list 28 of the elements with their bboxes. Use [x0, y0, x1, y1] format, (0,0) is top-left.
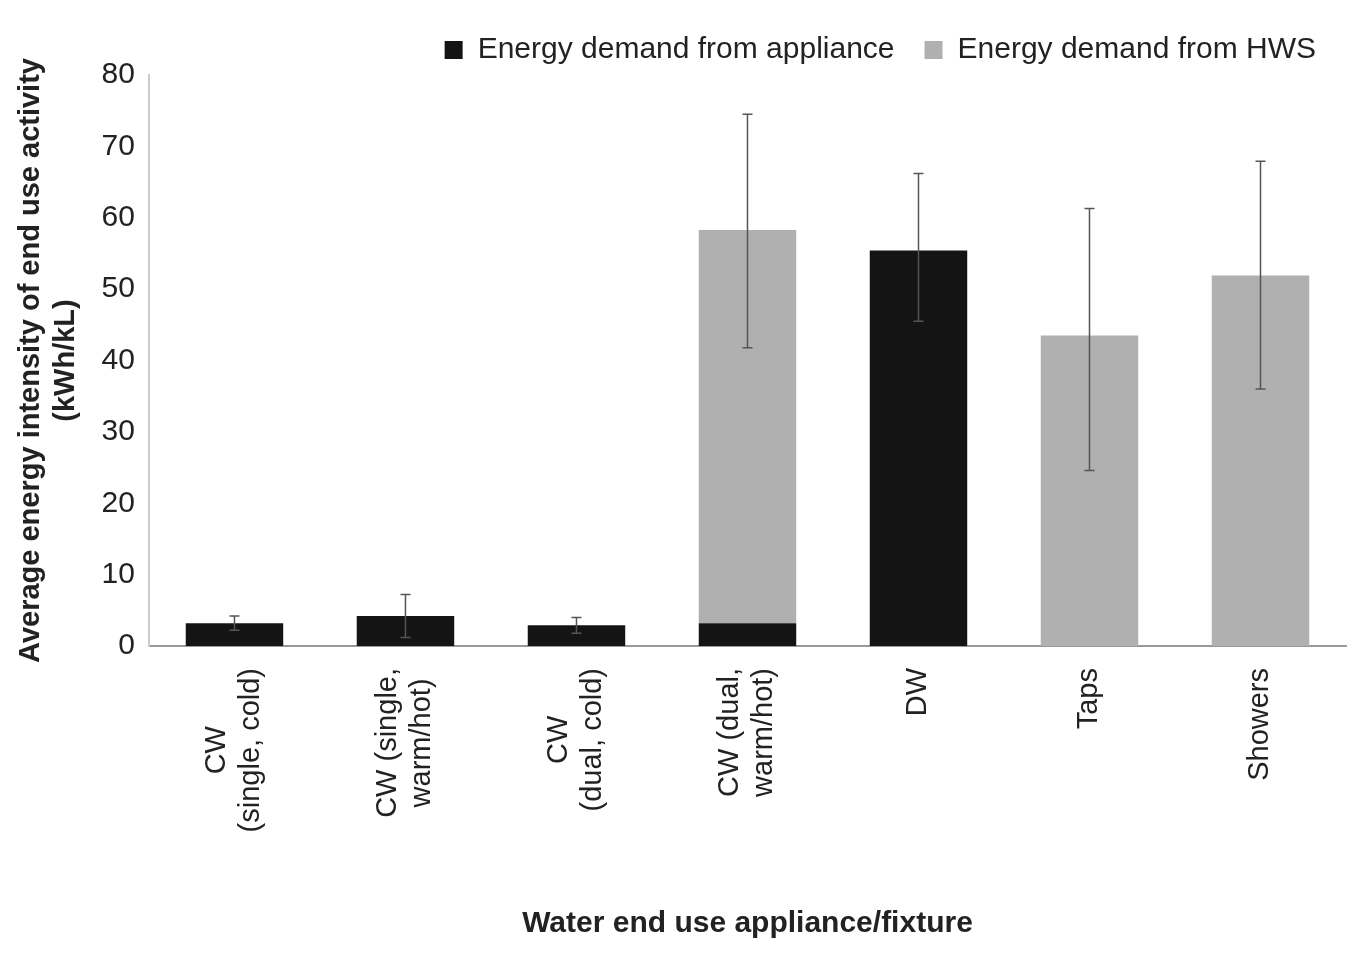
- bar: [1211, 275, 1310, 646]
- y-tick-label: 10: [101, 555, 135, 589]
- bar: [1040, 335, 1139, 646]
- y-tick-label: 70: [101, 127, 135, 161]
- x-tick-label: DW: [900, 667, 933, 717]
- bar: [527, 625, 626, 646]
- x-tick-label: Taps: [1071, 668, 1104, 730]
- bar: [869, 250, 968, 646]
- y-tick-label: 20: [101, 484, 135, 518]
- y-tick-label: 40: [101, 341, 135, 375]
- x-tick-label: Showers: [1242, 668, 1275, 781]
- y-tick-label: 50: [101, 270, 135, 304]
- bar: [185, 623, 284, 646]
- bar: [698, 623, 797, 646]
- x-axis-title: Water end use appliance/fixture: [522, 905, 973, 939]
- bar: [698, 229, 797, 624]
- y-tick-label: 60: [101, 199, 135, 233]
- x-tick-label: CW (single, warm/hot): [370, 668, 437, 818]
- x-tick-label: CW (dual, warm/hot): [712, 668, 779, 798]
- bar: [356, 616, 455, 646]
- y-axis-title: Average energy intensity of end use activity (kWh/kL): [13, 58, 81, 663]
- legend-label: Energy demand from appliance: [477, 31, 895, 65]
- legend-label: Energy demand from HWS: [957, 31, 1317, 65]
- x-tick-label: CW (single, cold): [199, 668, 266, 833]
- y-tick-label: 30: [101, 413, 135, 447]
- x-tick-label: CW (dual, cold): [541, 667, 608, 812]
- y-tick-label: 0: [118, 627, 135, 661]
- y-tick-label: 80: [101, 56, 135, 90]
